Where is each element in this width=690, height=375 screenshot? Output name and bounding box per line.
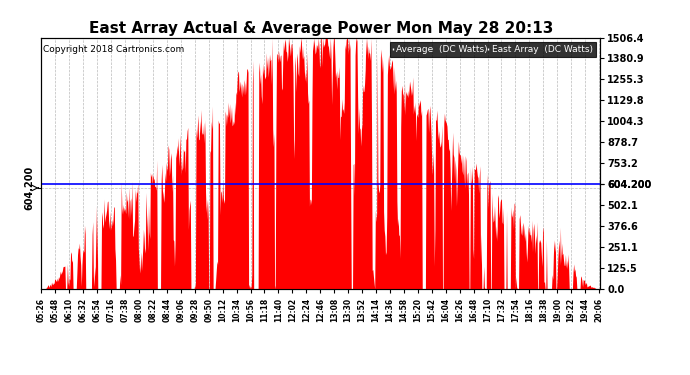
- Title: East Array Actual & Average Power Mon May 28 20:13: East Array Actual & Average Power Mon Ma…: [88, 21, 553, 36]
- Legend: Average  (DC Watts), East Array  (DC Watts): Average (DC Watts), East Array (DC Watts…: [390, 42, 595, 57]
- Text: Copyright 2018 Cartronics.com: Copyright 2018 Cartronics.com: [43, 45, 184, 54]
